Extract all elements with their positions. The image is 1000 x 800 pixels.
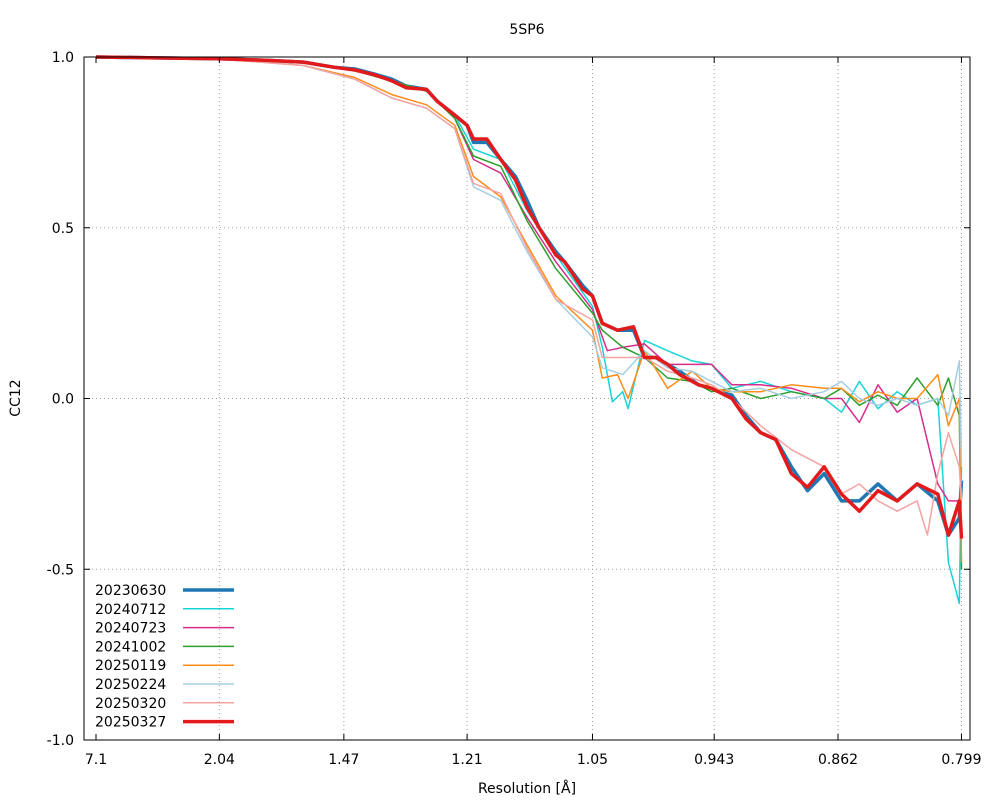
x-tick-label: 7.1 [85, 752, 107, 768]
legend-label-20230630: 20230630 [95, 583, 166, 599]
x-tick-label: 1.05 [577, 752, 608, 768]
x-tick-label: 0.943 [694, 752, 734, 768]
chart-title: 5SP6 [509, 22, 544, 38]
legend-label-20250327: 20250327 [95, 715, 166, 731]
legend-label-20250320: 20250320 [95, 696, 166, 712]
series-line-20240712 [95, 56, 963, 605]
x-tick-label: 0.862 [818, 752, 858, 768]
legend-label-20250119: 20250119 [95, 658, 166, 674]
legend-label-20250224: 20250224 [95, 677, 166, 693]
x-tick-label: 2.04 [204, 752, 235, 768]
series-line-20240723 [95, 56, 963, 502]
axis-ticks: 7.1 2.04 1.47 1.21 1.05 0.943 0.862 0.799 1.0 0.5… [47, 50, 982, 768]
y-tick-label: -1.0 [47, 733, 74, 749]
legend-label-20240712: 20240712 [95, 602, 166, 618]
series-line-20241002 [95, 56, 963, 570]
legend: 20230630 20240712 20240723 20241002 20250119… [95, 583, 234, 731]
series-line-20250119 [95, 56, 963, 563]
y-tick-label: 1.0 [52, 50, 74, 66]
x-tick-label: 0.799 [941, 752, 981, 768]
legend-label-20241002: 20241002 [95, 639, 166, 655]
x-tick-label: 1.47 [328, 752, 359, 768]
series-line-20250320 [95, 56, 963, 536]
x-axis-title: Resolution [Å] [478, 780, 576, 797]
series-line-20230630 [95, 55, 964, 537]
y-tick-label: -0.5 [47, 562, 74, 578]
series-line-20250327 [95, 55, 964, 539]
y-tick-label: 0.5 [52, 221, 74, 237]
y-axis-title: CC12 [8, 379, 24, 416]
legend-label-20240723: 20240723 [95, 621, 166, 637]
series-lines [95, 55, 964, 605]
x-tick-label: 1.21 [452, 752, 483, 768]
y-tick-label: 0.0 [52, 392, 74, 408]
